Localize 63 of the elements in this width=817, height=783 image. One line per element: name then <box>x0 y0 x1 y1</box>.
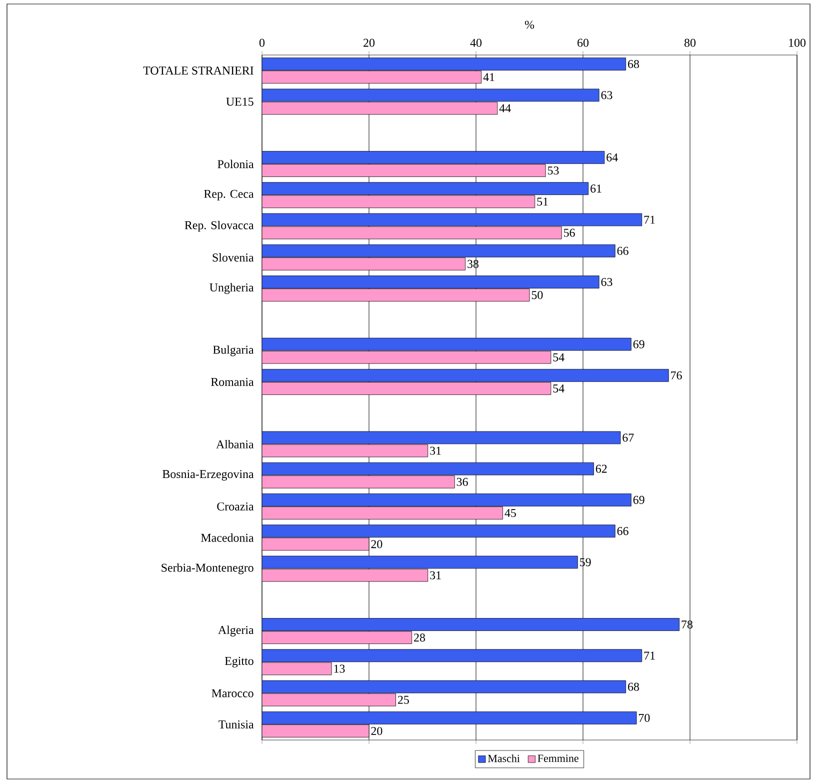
data-label: 41 <box>483 73 494 82</box>
data-label: 31 <box>430 571 441 580</box>
x-tick-label: 40 <box>470 38 482 47</box>
y-tick-label: Rep. Slovacca <box>184 220 254 232</box>
y-tick-label: Algeria <box>218 626 254 636</box>
data-label: 71 <box>644 216 655 224</box>
data-label: 53 <box>548 166 559 175</box>
data-label: 62 <box>596 464 607 473</box>
y-tick-label: Egitto <box>224 656 254 668</box>
data-label: 66 <box>617 246 628 255</box>
data-label: 61 <box>590 184 602 193</box>
data-label: 71 <box>644 652 655 660</box>
data-label: 13 <box>334 664 345 673</box>
data-label: 28 <box>414 634 425 642</box>
data-label: 68 <box>628 60 639 68</box>
x-tick-label: 80 <box>684 38 696 47</box>
x-tick-label: 100 <box>789 38 806 47</box>
data-label: 54 <box>553 384 564 392</box>
y-tick-label: Croazia <box>217 502 254 510</box>
data-label: 63 <box>601 91 612 100</box>
y-tick-label: Marocco <box>212 689 254 698</box>
legend-label: Maschi <box>488 754 520 762</box>
y-tick-label: Bosnia-Erzegovina <box>162 470 254 481</box>
data-label: 67 <box>622 434 634 442</box>
data-label: 20 <box>371 540 382 548</box>
data-label: 36 <box>456 478 468 486</box>
y-tick-label: Ungheria <box>210 283 254 294</box>
y-tick-label: Macedonia <box>201 533 254 542</box>
x-tick-label: 0 <box>259 38 265 47</box>
y-tick-label: Romania <box>211 378 254 386</box>
data-label: 54 <box>553 353 564 362</box>
y-tick-label: UE15 <box>226 98 254 106</box>
y-tick-label: Serbia-Montenegro <box>162 563 254 574</box>
legend-label: Femmine <box>538 754 578 762</box>
data-label: 78 <box>682 620 692 629</box>
data-label: 25 <box>398 696 409 704</box>
data-label: 20 <box>371 726 382 736</box>
data-label: 38 <box>468 260 478 268</box>
data-label: 68 <box>628 682 639 691</box>
y-tick-label: Slovenia <box>212 253 254 262</box>
x-tick-label: 20 <box>364 38 375 47</box>
data-label: 59 <box>580 558 591 566</box>
data-label: 69 <box>633 496 644 504</box>
data-label: 69 <box>633 340 644 348</box>
data-label: 76 <box>671 371 682 380</box>
data-label: 66 <box>617 527 628 536</box>
x-tick-label: 60 <box>578 38 589 47</box>
y-tick-label: Bulgaria <box>212 345 254 356</box>
y-tick-label: Polonia <box>218 160 254 168</box>
x-axis-title: % <box>524 20 534 29</box>
data-label: 45 <box>504 509 516 518</box>
data-label: 63 <box>601 278 612 286</box>
y-tick-label: TOTALE STRANIERI <box>143 66 254 75</box>
data-label: 50 <box>532 291 543 300</box>
data-label: 44 <box>499 104 511 112</box>
y-tick-label: Rep. Ceca <box>204 190 254 200</box>
data-label: 64 <box>606 153 618 162</box>
data-label: 70 <box>638 714 650 722</box>
y-tick-label: Albania <box>216 440 254 448</box>
data-label: 31 <box>430 446 441 455</box>
data-label: 51 <box>537 198 548 206</box>
data-label: 56 <box>564 228 575 237</box>
y-tick-label: Tunisia <box>218 720 254 728</box>
